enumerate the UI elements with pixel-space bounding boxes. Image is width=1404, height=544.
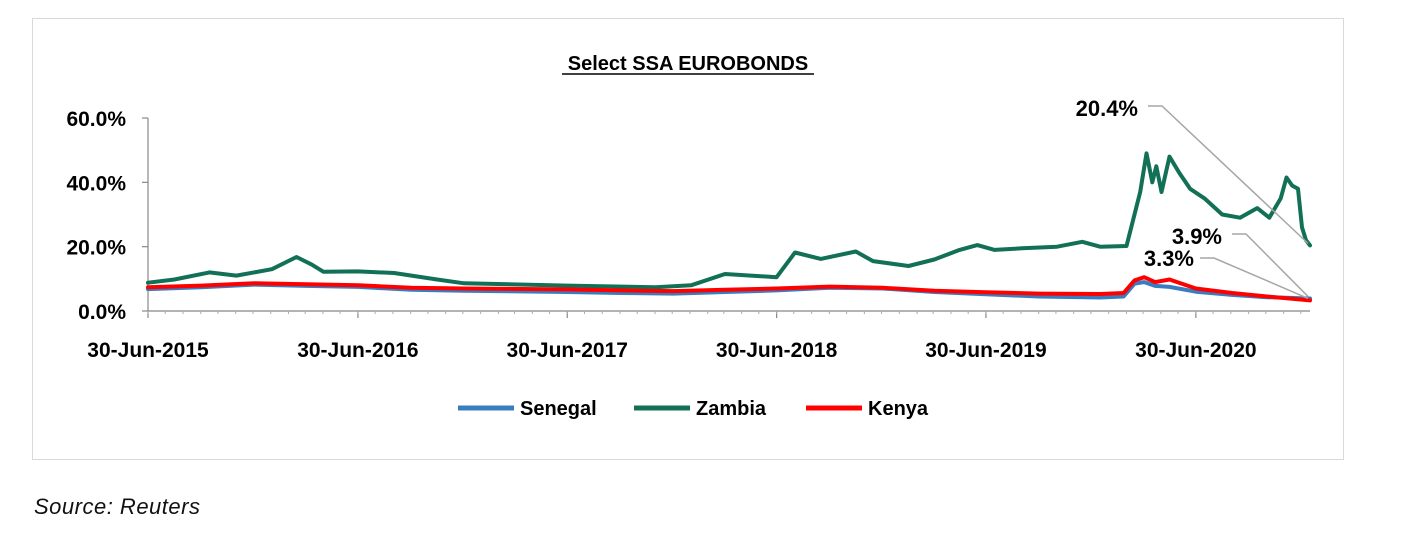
annotation-leader [1200, 257, 1309, 300]
series-line-kenya [146, 275, 1312, 303]
legend: Senegal Zambia Kenya [458, 398, 929, 420]
x-tick-label: 30-Jun-2017 [507, 339, 628, 362]
annotation-label-kenya: 3.3% [1144, 246, 1194, 271]
x-tick-label: 30-Jun-2018 [716, 339, 838, 362]
annotation-label-zambia: 20.4% [1076, 96, 1138, 121]
x-tick-label: 30-Jun-2020 [1135, 339, 1256, 362]
annotation-leader [1232, 233, 1309, 297]
series-lines [146, 151, 1312, 303]
legend-label-zambia: Zambia [696, 398, 767, 420]
annotation-label-senegal: 3.9% [1172, 224, 1222, 249]
x-tick-label: 30-Jun-2019 [925, 339, 1046, 362]
legend-label-kenya: Kenya [868, 398, 929, 420]
legend-label-senegal: Senegal [520, 398, 597, 420]
source-note: Source: Reuters [34, 494, 201, 519]
y-tick-label: 40.0% [66, 172, 126, 195]
axes: 0.0% 20.0% 40.0% 60.0% 30-Jun-2015 30-Jun-201… [66, 108, 1310, 362]
x-tick-label: 30-Jun-2015 [87, 339, 209, 362]
y-tick-label: 0.0% [78, 301, 126, 324]
y-tick-label: 60.0% [66, 108, 126, 131]
annotation-leader [1148, 105, 1309, 244]
series-line-zambia [146, 151, 1312, 290]
chart-frame [32, 18, 1344, 460]
x-tick-label: 30-Jun-2016 [297, 339, 418, 362]
chart-title: Select SSA EUROBONDS [568, 53, 808, 75]
annotations: 20.4% 3.9%3.3% [1076, 96, 1309, 300]
y-tick-label: 20.0% [66, 237, 126, 260]
